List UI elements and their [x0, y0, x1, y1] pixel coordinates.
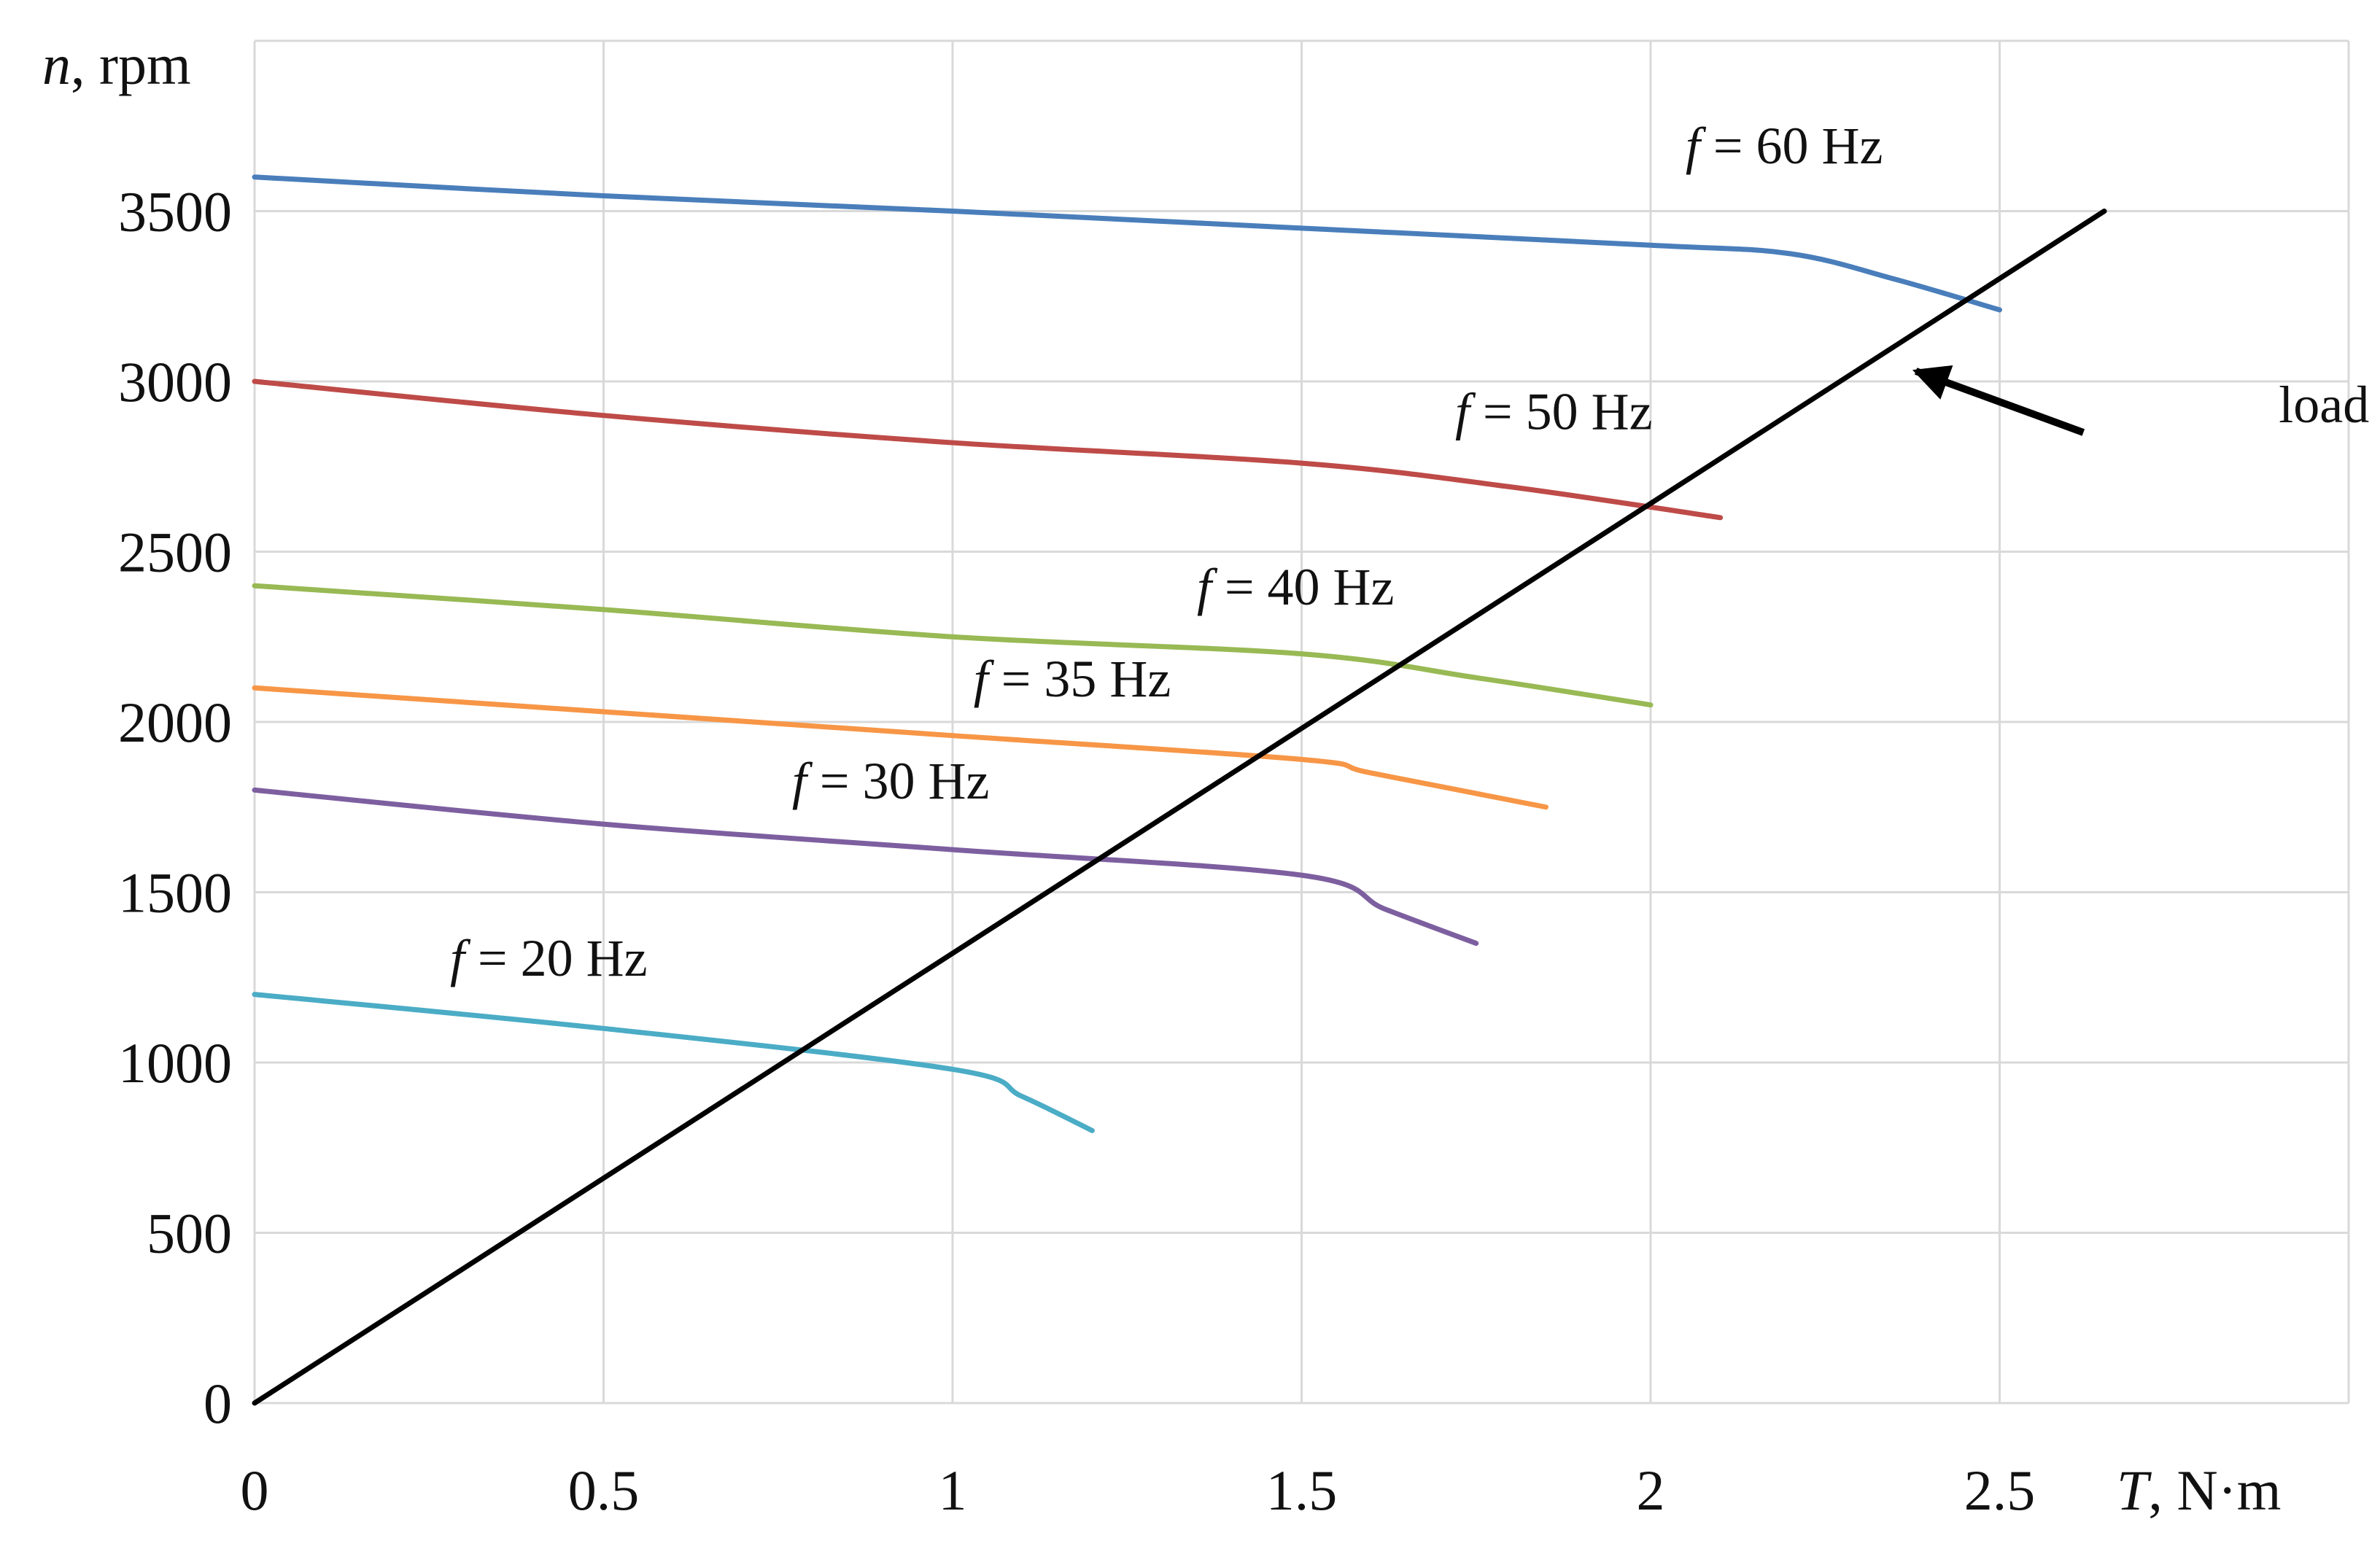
series-line-f-50-hz	[252, 378, 1724, 521]
series-label: f = 50 Hz	[1455, 382, 1653, 440]
x-tick-label: 1.5	[1266, 1458, 1338, 1522]
series-line-f-60-hz	[252, 174, 2002, 313]
series-label-text: = 50 Hz	[1470, 382, 1653, 440]
y-tick-label: 3000	[118, 350, 232, 413]
x-tick-label: 0.5	[568, 1458, 640, 1522]
y-axis-unit: , rpm	[71, 33, 191, 96]
y-tick-label: 1500	[118, 861, 232, 925]
y-tick-label: 500	[147, 1202, 232, 1265]
series-label-text: = 20 Hz	[465, 929, 648, 987]
series-label: f = 40 Hz	[1197, 558, 1395, 616]
series-lines	[252, 174, 2107, 1406]
load-annotation-arrow	[1912, 365, 2085, 436]
y-axis-title: n, rpm	[42, 33, 191, 96]
x-tick-label: 1	[939, 1458, 967, 1522]
y-tick-label: 2000	[118, 691, 232, 754]
series-label-text: = 35 Hz	[988, 650, 1171, 708]
series-label-text: = 60 Hz	[1700, 117, 1883, 175]
y-tick-label: 1000	[118, 1031, 232, 1095]
x-tick-label: 2	[1637, 1458, 1665, 1522]
x-tick-label: 0	[241, 1458, 269, 1522]
y-tick-label: 0	[203, 1372, 232, 1435]
series-labels: f = 60 Hz f = 50 Hz f = 40 Hz f = 35 Hz f = …	[450, 117, 1883, 987]
axis-tick-labels: 0 500 1000 1500 2000 2500 3000 3500 0 0.5 1 1.5 2 2.5	[118, 180, 2035, 1523]
y-tick-label: 3500	[118, 180, 232, 244]
x-axis-title: T, N·m	[2117, 1458, 2281, 1522]
series-label-text: = 40 Hz	[1212, 558, 1395, 616]
series-label: f = 20 Hz	[450, 929, 648, 987]
load-annotation-label: load	[2279, 376, 2369, 434]
series-line-load	[252, 209, 2107, 1406]
gridlines	[253, 39, 2350, 1405]
series-line-f-30-hz	[252, 787, 1479, 947]
series-label-text: = 30 Hz	[807, 752, 990, 810]
y-tick-label: 2500	[118, 521, 232, 584]
series-line-f-20-hz	[252, 992, 1095, 1133]
series-label: f = 60 Hz	[1686, 117, 1883, 175]
x-axis-symbol: T	[2117, 1458, 2152, 1522]
series-line-f-40-hz	[252, 583, 1654, 708]
y-axis-symbol: n	[42, 33, 71, 96]
series-line-f-35-hz	[252, 685, 1548, 810]
x-tick-label: 2.5	[1964, 1458, 2036, 1522]
x-axis-unit: , N·m	[2148, 1458, 2281, 1522]
series-label: f = 30 Hz	[792, 752, 990, 810]
series-label: f = 35 Hz	[974, 650, 1171, 708]
